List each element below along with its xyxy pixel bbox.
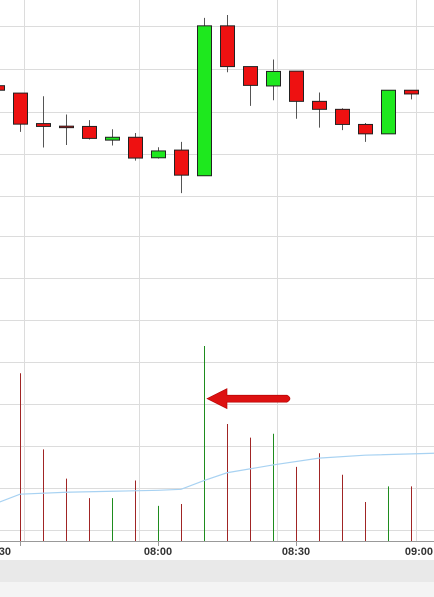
candle-body-bearish (59, 125, 74, 129)
candle-body-bearish (13, 92, 28, 125)
price-panel (0, 15, 419, 194)
candle-body-bullish (197, 25, 212, 177)
horizontal-scrollbar-track[interactable] (0, 560, 434, 582)
x-axis: 30 08:00 08:30 09:00 (0, 541, 433, 558)
candle-body-bearish (128, 136, 143, 159)
candle-body-bullish (151, 150, 166, 159)
annotation-layer (206, 388, 291, 410)
candle-body-bearish (243, 66, 258, 86)
x-tick-label: 08:00 (144, 546, 172, 558)
volume-moving-average-line (0, 452, 434, 503)
grid-lines (0, 0, 434, 541)
x-tick-label: 09:00 (405, 546, 433, 558)
candle-body-bearish (174, 149, 189, 176)
annotation-arrow (206, 388, 291, 410)
candle-body-bullish (105, 136, 120, 141)
candle-body-bearish (289, 70, 304, 102)
candle-body-bearish (82, 125, 97, 139)
x-axis-baseline (0, 541, 434, 542)
candle-body-bearish (358, 123, 373, 135)
candle-body-bullish (266, 70, 281, 87)
x-tick-label: 08:30 (282, 546, 310, 558)
candle-body-bearish (312, 100, 327, 110)
candle-body-bearish (36, 123, 51, 127)
candle-body-bearish (335, 108, 350, 125)
candle-body-bearish (220, 25, 235, 68)
scrollbar-bottom-edge (0, 582, 434, 597)
x-tick-label: 30 (0, 546, 11, 558)
candle-body-bearish (0, 85, 5, 91)
candle-body-bullish (381, 89, 396, 135)
candle-body-bearish (404, 89, 419, 95)
